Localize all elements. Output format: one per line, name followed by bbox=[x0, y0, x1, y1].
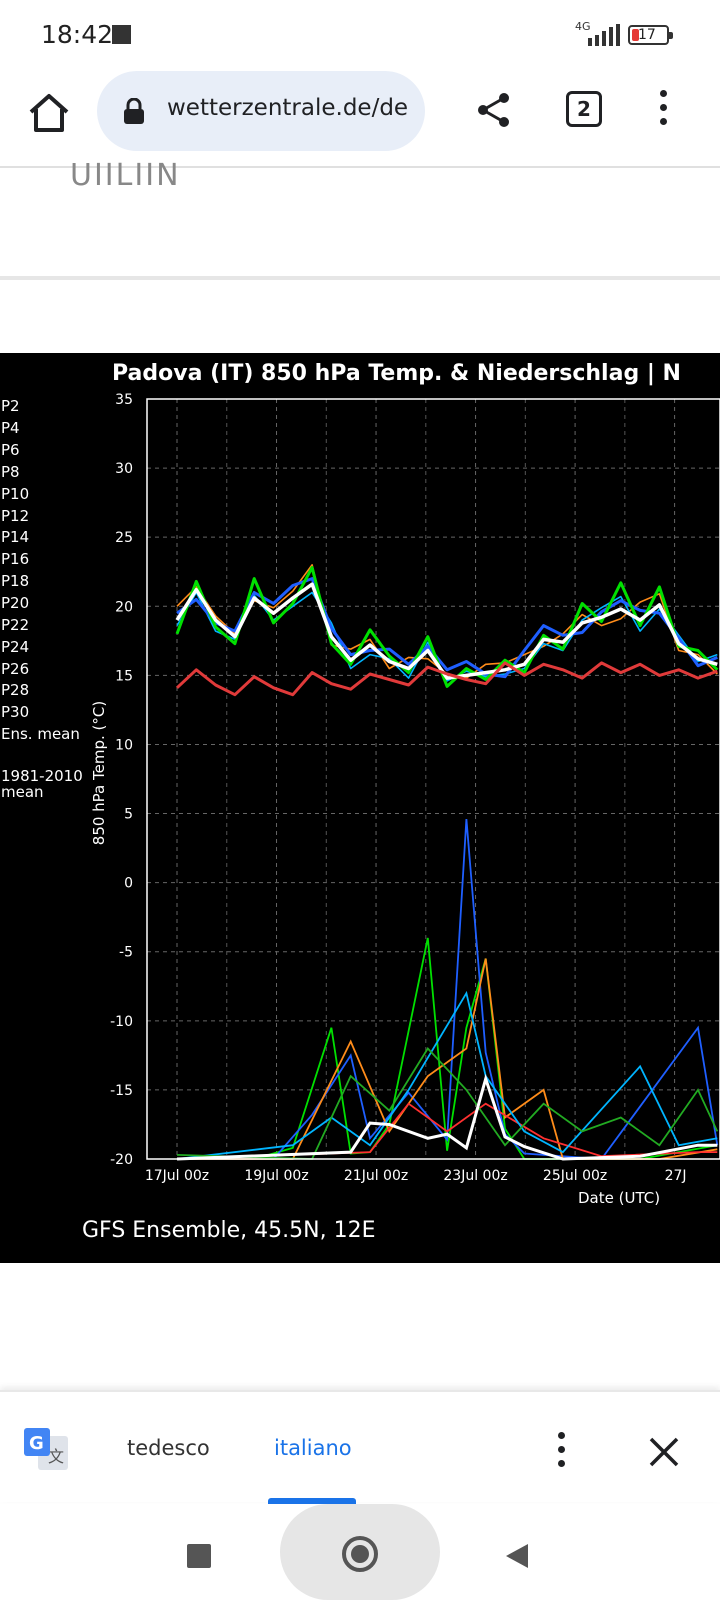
notification-icon bbox=[112, 25, 131, 44]
y-tick-label: 5 bbox=[124, 807, 133, 823]
y-tick-label: 30 bbox=[115, 461, 133, 477]
legend-item: P18 bbox=[1, 572, 29, 590]
source-language-tab[interactable]: tedesco bbox=[127, 1436, 210, 1460]
network-type: 4G bbox=[575, 20, 591, 33]
content-divider bbox=[0, 276, 720, 280]
precip-line bbox=[177, 937, 718, 1160]
series-line-p4 bbox=[176, 577, 718, 679]
precip-line bbox=[177, 819, 719, 1160]
legend-item: P8 bbox=[1, 463, 20, 481]
legend-item: P10 bbox=[1, 485, 29, 503]
google-translate-icon[interactable]: 文 G bbox=[24, 1428, 70, 1472]
x-tick-label: 17Jul 00z bbox=[145, 1168, 209, 1184]
legend-item: 1981-2010 bbox=[1, 767, 83, 785]
y-tick-label: -10 bbox=[110, 1014, 133, 1030]
x-axis-label: Date (UTC) bbox=[578, 1189, 660, 1207]
system-nav-bar bbox=[0, 1504, 720, 1600]
chart-grid bbox=[147, 398, 720, 1160]
y-tick-label: 25 bbox=[115, 530, 133, 546]
series-line-p6 bbox=[176, 564, 718, 679]
series-line-1981-2010-mean bbox=[175, 661, 718, 697]
svg-text:G: G bbox=[29, 1433, 44, 1454]
precip-line bbox=[176, 990, 718, 1160]
svg-text:文: 文 bbox=[48, 1447, 64, 1466]
y-tick-label: 35 bbox=[115, 392, 133, 408]
translate-menu-icon[interactable] bbox=[552, 1430, 572, 1470]
chart-svg: Padova (IT) 850 hPa Temp. & Niederschlag… bbox=[1, 361, 720, 1243]
ensemble-chart[interactable]: Padova (IT) 850 hPa Temp. & Niederschlag… bbox=[0, 353, 720, 1263]
tab-switcher-button[interactable]: 2 bbox=[566, 91, 602, 127]
y-tick-label: 0 bbox=[124, 876, 133, 892]
legend-item: P2 bbox=[1, 397, 20, 415]
battery-level: 17 bbox=[638, 27, 656, 43]
back-icon[interactable] bbox=[504, 1542, 530, 1570]
x-tick-label: 19Jul 00z bbox=[244, 1168, 308, 1184]
browser-toolbar: wetterzentrale.de/de 2 bbox=[0, 70, 720, 168]
x-tick-label: 27J bbox=[665, 1168, 687, 1184]
status-bar: 18:42 4G 17 bbox=[0, 0, 720, 70]
battery-icon: 17 bbox=[628, 25, 673, 45]
legend-item: Ens. mean bbox=[1, 725, 80, 743]
y-tick-label: 15 bbox=[115, 668, 133, 684]
legend-item: P22 bbox=[1, 616, 29, 634]
x-tick-label: 21Jul 00z bbox=[344, 1168, 408, 1184]
x-tick-label: 25Jul 00z bbox=[543, 1168, 607, 1184]
y-axis-label: 850 hPa Temp. (°C) bbox=[90, 701, 108, 845]
precip-lines bbox=[176, 819, 719, 1161]
legend-item: P20 bbox=[1, 594, 29, 612]
address-bar[interactable]: wetterzentrale.de/de bbox=[97, 71, 425, 151]
close-icon[interactable] bbox=[646, 1434, 682, 1470]
lock-icon bbox=[124, 98, 144, 124]
precip-line bbox=[176, 1047, 719, 1160]
y-tick-label: -15 bbox=[110, 1083, 133, 1099]
active-tab-indicator bbox=[268, 1498, 356, 1504]
chart-title: Padova (IT) 850 hPa Temp. & Niederschlag… bbox=[112, 361, 681, 386]
legend-item: P16 bbox=[1, 550, 29, 568]
target-language-tab[interactable]: italiano bbox=[274, 1436, 352, 1460]
url-text: wetterzentrale.de/de bbox=[167, 95, 409, 121]
legend-item: P4 bbox=[1, 419, 20, 437]
temperature-series bbox=[175, 564, 719, 697]
y-tick-label: 10 bbox=[115, 737, 133, 753]
chart-subtitle: GFS Ensemble, 45.5N, 12E bbox=[82, 1218, 375, 1243]
legend-item: P28 bbox=[1, 681, 29, 699]
precip-mean-line bbox=[176, 1073, 718, 1161]
home-icon[interactable] bbox=[24, 88, 74, 138]
precip-line bbox=[176, 1102, 718, 1160]
home-button[interactable] bbox=[280, 1504, 440, 1600]
plot-frame bbox=[146, 398, 720, 1160]
legend-item: P14 bbox=[1, 528, 29, 546]
legend-item: P30 bbox=[1, 703, 29, 721]
more-menu-icon[interactable] bbox=[654, 88, 674, 128]
home-circle-icon bbox=[342, 1536, 378, 1572]
y-axis: 35 30 25 20 15 10 5 0 -5 -10 -15 -20 bbox=[110, 392, 133, 1168]
signal-icon bbox=[588, 24, 620, 46]
legend-item: P6 bbox=[1, 441, 20, 459]
y-tick-label: 20 bbox=[115, 599, 133, 615]
y-tick-label: -5 bbox=[119, 945, 133, 961]
series-line-ens-mean bbox=[175, 582, 718, 680]
x-axis: 17Jul 00z 19Jul 00z 21Jul 00z 23Jul 00z 25Ju… bbox=[145, 1168, 687, 1184]
y-tick-label: -20 bbox=[110, 1152, 133, 1168]
translate-bar: 文 G tedesco italiano bbox=[0, 1390, 720, 1506]
clipped-heading: UIILIIN bbox=[70, 158, 181, 193]
page-content-top: UIILIIN bbox=[0, 158, 720, 280]
legend-item: P26 bbox=[1, 660, 29, 678]
legend-item: P24 bbox=[1, 638, 29, 656]
legend-item: P12 bbox=[1, 507, 29, 525]
recents-icon[interactable] bbox=[187, 1544, 211, 1568]
chart-legend: P2 P4 P6 P8 P10 P12 P14 P16 P18 P20 P22 P24 P26 P28 P3… bbox=[1, 397, 83, 801]
x-tick-label: 23Jul 00z bbox=[443, 1168, 507, 1184]
legend-item: mean bbox=[1, 783, 44, 801]
status-time: 18:42 bbox=[41, 20, 114, 49]
share-icon[interactable] bbox=[474, 90, 514, 130]
